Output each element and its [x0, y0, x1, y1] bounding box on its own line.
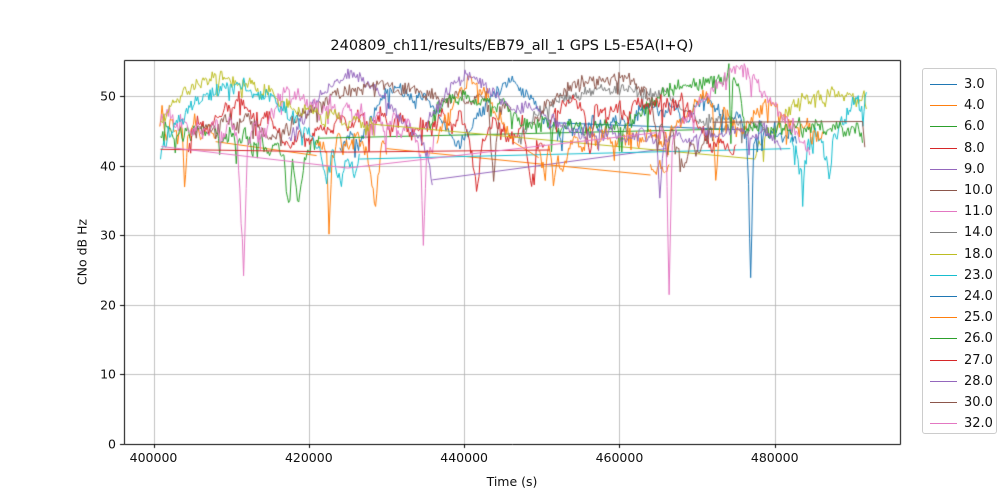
legend-label: 18.0 — [964, 246, 993, 262]
legend-entry: 14.0 — [923, 222, 996, 243]
legend-label: 4.0 — [964, 98, 985, 114]
legend-entry: 8.0 — [923, 138, 996, 159]
legend-entry: 9.0 — [923, 159, 996, 180]
legend-entry: 18.0 — [923, 244, 996, 265]
legend-entry: 26.0 — [923, 328, 996, 349]
legend-label: 30.0 — [964, 394, 993, 410]
legend-entry: 24.0 — [923, 286, 996, 307]
x-axis-label: Time (s) — [486, 474, 538, 489]
legend-line-sample — [930, 168, 957, 170]
legend-entry: 25.0 — [923, 307, 996, 328]
legend-entry: 4.0 — [923, 95, 996, 116]
legend-label: 28.0 — [964, 373, 993, 389]
legend-line-sample — [930, 253, 957, 255]
x-tick-label: 400000 — [129, 450, 178, 465]
legend-entry: 11.0 — [923, 201, 996, 222]
x-tick-label: 480000 — [750, 450, 799, 465]
x-tick-label: 460000 — [595, 450, 644, 465]
y-tick-label: 50 — [100, 88, 116, 104]
legend-label: 24.0 — [964, 288, 993, 304]
legend-entry: 10.0 — [923, 180, 996, 201]
legend-label: 9.0 — [964, 161, 985, 177]
legend-label: 23.0 — [964, 267, 993, 283]
legend-label: 32.0 — [964, 416, 993, 432]
chart-title: 240809_ch11/results/EB79_all_1 GPS L5-E5… — [330, 38, 694, 54]
legend-label: 27.0 — [964, 352, 993, 368]
legend-line-sample — [930, 211, 957, 213]
x-tick-label: 440000 — [440, 450, 488, 465]
legend-line-sample — [930, 380, 957, 382]
legend-line-sample — [930, 423, 957, 425]
legend-label: 14.0 — [964, 225, 993, 241]
legend-line-sample — [930, 401, 957, 403]
legend-entry: 3.0 — [923, 74, 996, 95]
legend-entry: 30.0 — [923, 392, 996, 413]
legend-line-sample — [930, 317, 957, 319]
legend-label: 8.0 — [964, 140, 985, 156]
legend-line-sample — [930, 147, 957, 149]
legend-label: 25.0 — [964, 310, 993, 326]
legend-line-sample — [930, 295, 957, 297]
legend-label: 3.0 — [964, 77, 985, 93]
legend-line-sample — [930, 126, 957, 128]
legend-entry: 23.0 — [923, 265, 996, 286]
legend-line-sample — [930, 105, 957, 107]
y-tick-label: 10 — [100, 366, 116, 382]
legend-line-sample — [930, 359, 957, 361]
legend-entry: 27.0 — [923, 349, 996, 370]
legend-line-sample — [930, 232, 957, 234]
legend-entry: 28.0 — [923, 371, 996, 392]
y-tick-label: 40 — [100, 158, 116, 174]
y-axis-label: CNo dB Hz — [74, 218, 90, 286]
x-tick-label: 420000 — [284, 450, 333, 465]
legend-line-sample — [930, 274, 957, 276]
legend-line-sample — [930, 338, 957, 340]
legend-line-sample — [930, 84, 957, 86]
legend: 3.0 4.0 6.0 8.0 9.0 10.0 11.0 14.0 18.0 23.0 24.0 2… — [922, 68, 997, 434]
legend-line-sample — [930, 190, 957, 192]
y-tick-label: 20 — [100, 297, 116, 313]
legend-entry: 6.0 — [923, 116, 996, 137]
y-tick-label: 30 — [100, 227, 116, 243]
y-tick-label: 0 — [108, 436, 116, 452]
legend-label: 26.0 — [964, 331, 993, 347]
legend-entry: 32.0 — [923, 413, 996, 434]
legend-label: 6.0 — [964, 119, 985, 135]
legend-label: 11.0 — [964, 204, 993, 220]
legend-label: 10.0 — [964, 183, 993, 199]
